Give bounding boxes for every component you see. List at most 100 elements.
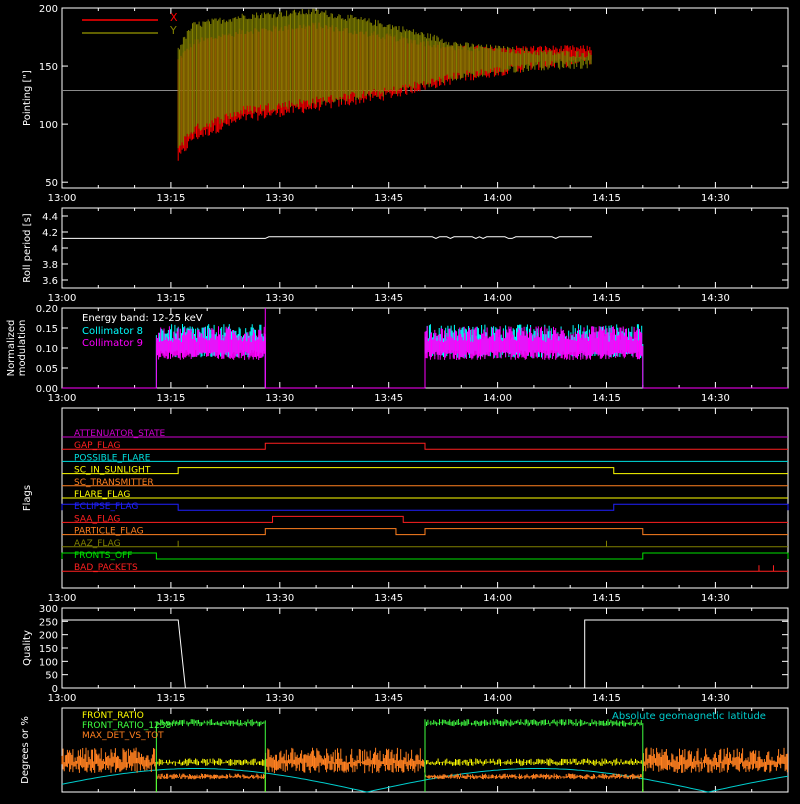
y-axis-label: modulation — [17, 320, 28, 377]
flag-label: SC_IN_SUNLIGHT — [74, 466, 151, 476]
quality-line — [62, 619, 788, 689]
flag-label: AAZ_FLAG — [74, 539, 121, 549]
legend-label: FRONT_RATIO_1238 — [82, 721, 172, 731]
roll-period-line — [62, 236, 592, 239]
x-tick-label: 13:15 — [156, 193, 185, 204]
panel-2: 13:00 13:15 13:30 13:45 14:00 14:15 14:30 Roll … — [22, 207, 789, 304]
flag-label: ATTENUATOR_STATE — [74, 429, 166, 439]
y-tick-label: 150 — [39, 62, 58, 73]
y-tick-label: 50 — [45, 178, 58, 189]
x-tick-label: 13:45 — [374, 293, 403, 304]
panel-6: Degrees or % FRONT_RATIOFRONT_RATIO_1238M… — [20, 707, 789, 793]
x-tick-label: 13:00 — [48, 293, 77, 304]
x-tick-label: 14:15 — [592, 593, 621, 604]
x-tick-label: 13:15 — [156, 393, 185, 404]
flag-label: POSSIBLE_FLARE — [74, 453, 151, 463]
legend-label: Y — [169, 24, 177, 37]
flag-trace — [61, 552, 789, 560]
panel-3: 13:00 13:15 13:30 13:45 14:00 14:15 14:30 Norma… — [6, 304, 789, 404]
flag-label: GAP_FLAG — [74, 441, 120, 451]
flag-trace — [62, 540, 788, 548]
y-axis-label: Pointing ["] — [22, 70, 33, 126]
x-tick-label: 14:30 — [701, 293, 730, 304]
flag-label: FRONTS_OFF — [74, 551, 132, 561]
y-tick-label: 100 — [39, 657, 58, 668]
x-tick-label: 13:15 — [156, 593, 185, 604]
flag-trace — [62, 442, 788, 450]
flag-label: SAA_FLAG — [74, 514, 120, 524]
flag-label: FLARE_FLAG — [74, 490, 130, 500]
legend-label: Collimator 8 — [82, 326, 143, 337]
y-axis-label: Quality — [22, 630, 33, 666]
y-tick-label: 50 — [45, 671, 58, 682]
x-tick-label: 13:45 — [374, 393, 403, 404]
x-tick-label: 13:30 — [265, 593, 294, 604]
y-tick-label: 0.05 — [36, 364, 58, 375]
legend-label: FRONT_RATIO — [82, 711, 144, 721]
legend-label: MAX_DET_VS_TOT — [82, 731, 164, 741]
x-tick-label: 13:30 — [265, 393, 294, 404]
flag-trace — [62, 467, 788, 475]
x-tick-label: 14:30 — [701, 393, 730, 404]
panel-5: 13:00 13:15 13:30 13:45 14:00 14:15 14:30 Quali… — [22, 604, 789, 704]
x-tick-label: 13:15 — [156, 693, 185, 704]
y-axis-label: Flags — [22, 485, 33, 511]
x-tick-label: 14:30 — [701, 693, 730, 704]
x-tick-label: 13:45 — [374, 593, 403, 604]
panel-frame — [61, 207, 789, 289]
x-tick-label: 14:15 — [592, 193, 621, 204]
x-tick-label: 13:45 — [374, 693, 403, 704]
series-y-trace — [177, 8, 592, 149]
x-tick-label: 14:00 — [483, 193, 512, 204]
max-det-vs-tot-trace — [61, 747, 788, 780]
x-tick-label: 13:15 — [156, 293, 185, 304]
y-tick-label: 0.15 — [36, 324, 58, 335]
x-tick-label: 13:30 — [265, 693, 294, 704]
y-tick-label: 4.2 — [42, 228, 58, 239]
x-tick-label: 14:30 — [701, 593, 730, 604]
x-tick-label: 14:00 — [483, 393, 512, 404]
y-tick-label: 3.6 — [42, 276, 58, 287]
flag-trace — [62, 565, 788, 572]
x-tick-label: 13:00 — [48, 693, 77, 704]
y-tick-label: 150 — [39, 644, 58, 655]
y-tick-label: 3.8 — [42, 260, 58, 271]
legend-label: Collimator 9 — [82, 338, 143, 349]
flag-label: BAD_PACKETS — [74, 563, 138, 573]
x-tick-label: 14:15 — [592, 293, 621, 304]
ratio-trace — [155, 718, 644, 792]
x-tick-label: 13:00 — [48, 393, 77, 404]
flag-label: PARTICLE_FLAG — [74, 527, 144, 537]
y-tick-label: 0 — [52, 684, 58, 695]
x-tick-label: 13:45 — [374, 193, 403, 204]
panel-4: 13:00 13:15 13:30 13:45 14:00 14:15 14:30 Flags… — [22, 407, 789, 604]
flag-trace — [62, 528, 788, 536]
y-tick-label: 300 — [39, 604, 58, 615]
flag-trace — [62, 515, 788, 523]
flag-label: ECLIPSE_FLAG — [74, 502, 138, 512]
y-tick-label: 100 — [39, 120, 58, 131]
y-tick-label: 200 — [39, 631, 58, 642]
y-tick-label: 0.00 — [36, 384, 58, 395]
x-tick-label: 13:00 — [48, 193, 77, 204]
y-axis-label: Normalized — [6, 320, 17, 377]
x-tick-label: 14:15 — [592, 393, 621, 404]
y-axis-label: Roll period [s] — [22, 213, 33, 282]
legend-label: Absolute geomagnetic latitude — [612, 711, 766, 722]
flag-trace — [61, 503, 789, 511]
energy-band-annotation: Energy band: 12-25 keV — [82, 313, 203, 324]
x-tick-label: 13:00 — [48, 593, 77, 604]
y-tick-label: 250 — [39, 617, 58, 628]
x-tick-label: 14:00 — [483, 693, 512, 704]
y-tick-label: 4.4 — [42, 212, 58, 223]
legend-label: X — [170, 11, 178, 24]
x-tick-label: 13:30 — [265, 193, 294, 204]
y-tick-label: 200 — [39, 4, 58, 15]
flag-label: SC_TRANSMITTER — [74, 478, 154, 488]
x-tick-label: 14:00 — [483, 593, 512, 604]
panel-1: 13:00 13:15 13:30 13:45 14:00 14:15 14:30 Point… — [22, 4, 789, 204]
x-tick-label: 14:30 — [701, 193, 730, 204]
x-tick-label: 14:15 — [592, 693, 621, 704]
